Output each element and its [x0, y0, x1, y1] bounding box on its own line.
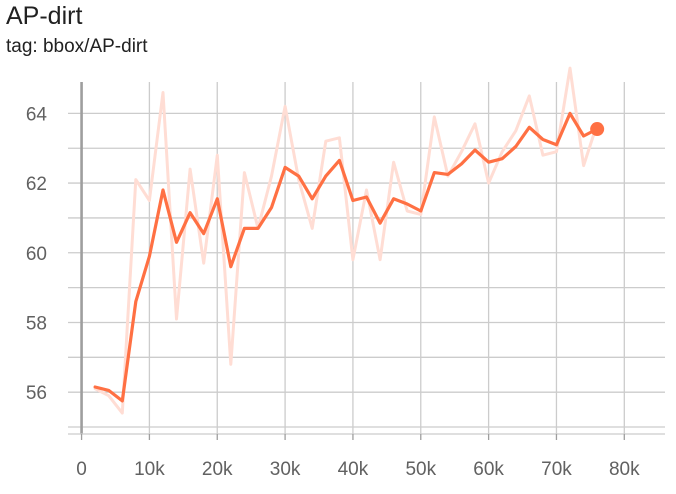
raw-series-line: [93, 66, 599, 415]
x-tick-label: 10k: [134, 459, 165, 480]
grid-layer: [68, 82, 665, 434]
y-tick-label: 56: [26, 383, 47, 404]
x-tick-label: 30k: [270, 459, 301, 480]
x-tick-label: 50k: [405, 459, 436, 480]
x-tick-label: 40k: [338, 459, 369, 480]
x-tick-label: 70k: [541, 459, 572, 480]
y-tick-label: 64: [26, 104, 48, 125]
series-layer: [93, 66, 605, 415]
last-point-marker: [590, 122, 605, 137]
axis-layer: [68, 82, 665, 440]
chart-tag: tag: bbox/AP-dirt: [6, 36, 148, 57]
smoothed-series-line: [93, 111, 599, 403]
x-tick-label: 60k: [473, 459, 504, 480]
y-tick-label: 62: [26, 174, 47, 195]
y-tick-label: 60: [26, 244, 47, 265]
x-tick-label: 20k: [202, 459, 233, 480]
chart-title: AP-dirt: [6, 2, 83, 30]
x-tick-label: 0: [76, 459, 87, 480]
tick-label-layer: 56 58 60 62 64 0 10k 20k 30k 40k 50k 60k 70k 80k: [26, 104, 640, 480]
x-tick-label: 80k: [609, 459, 640, 480]
y-tick-label: 58: [26, 313, 47, 334]
